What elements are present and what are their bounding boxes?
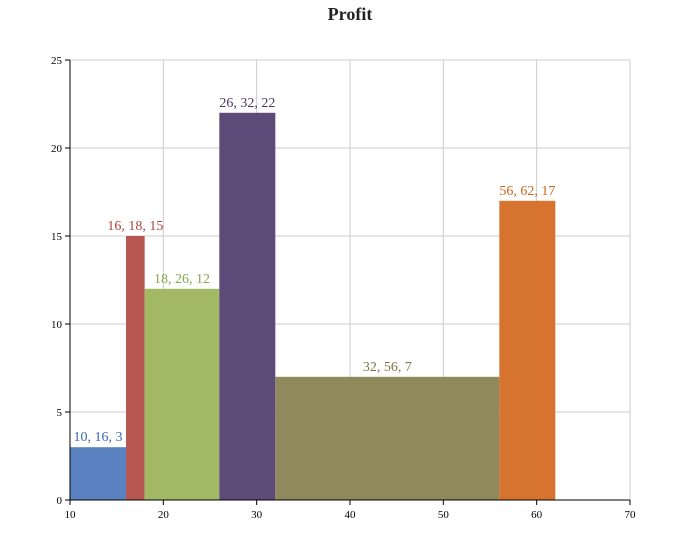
bar-2[interactable]: [144, 288, 220, 500]
bar-1[interactable]: [126, 236, 145, 500]
x-tick-label: 20: [158, 509, 170, 521]
bar-3[interactable]: [219, 112, 276, 501]
axes: 10 20 30 40 50 60 70 0 5 10 15 20 25: [51, 55, 636, 521]
y-tick-label: 5: [57, 407, 63, 419]
bar-data-label-3: 26, 32, 22: [219, 96, 275, 111]
data-labels: 10, 16, 3 16, 18, 15 18, 26, 12 26, 32, 22 3…: [74, 96, 556, 445]
bar-5[interactable]: [499, 200, 556, 501]
bar-data-label-2: 18, 26, 12: [154, 272, 210, 287]
x-tick-label: 70: [625, 509, 637, 521]
bar-data-label-4: 32, 56, 7: [363, 360, 412, 375]
x-tick-label: 30: [251, 509, 263, 521]
bar-data-label-0: 10, 16, 3: [74, 430, 123, 445]
bar-data-label-5: 56, 62, 17: [499, 184, 555, 199]
y-tick-label: 0: [57, 495, 63, 507]
bars: [70, 112, 556, 501]
x-tick-label: 60: [531, 509, 543, 521]
x-tick-label: 40: [345, 509, 357, 521]
chart-title: Profit: [327, 4, 373, 24]
y-tick-label: 10: [51, 319, 63, 331]
bar-0[interactable]: [70, 447, 126, 500]
y-tick-label: 25: [51, 55, 63, 67]
bar-data-label-1: 16, 18, 15: [107, 219, 163, 234]
y-tick-label: 15: [51, 231, 63, 243]
x-tick-label: 10: [65, 509, 77, 521]
bar-4[interactable]: [275, 376, 500, 500]
x-tick-label: 50: [438, 509, 450, 521]
y-tick-label: 20: [51, 143, 63, 155]
